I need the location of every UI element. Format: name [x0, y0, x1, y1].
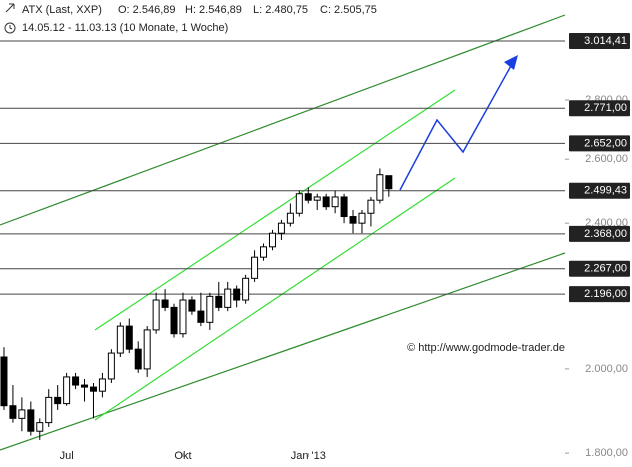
title: ATX (Last, XXP)	[22, 4, 102, 16]
candle-body	[304, 193, 312, 201]
candle-body	[45, 396, 53, 424]
level-label: 2.652,00	[584, 137, 627, 149]
arrow-icon	[5, 3, 15, 13]
trend-line	[0, 252, 566, 451]
x-tick-label: Jan '13	[291, 450, 326, 462]
level-label-box	[569, 182, 630, 199]
candle-body	[9, 405, 17, 419]
level-label-box	[569, 225, 630, 242]
header-stat: L: 2.480,75	[253, 4, 308, 16]
level-label-box	[569, 135, 630, 152]
candle-body	[63, 376, 71, 405]
candle-body	[215, 295, 223, 308]
candle-body	[54, 396, 62, 405]
header-stat: H: 2.546,89	[185, 4, 242, 16]
y-tick-label: 1.800,00	[585, 447, 628, 459]
trend-line	[0, 14, 566, 226]
candle-body	[322, 196, 330, 208]
watermark: © http://www.godmode-trader.de	[407, 342, 565, 354]
y-tick-label: 2.000,00	[585, 363, 628, 375]
x-tick-label: Jul	[60, 450, 74, 462]
level-label: 2.267,00	[584, 263, 627, 275]
level-label: 2.771,00	[584, 102, 627, 114]
level-label-box	[569, 32, 630, 49]
candle-body	[242, 277, 250, 301]
candle-body	[206, 295, 214, 323]
level-label-box	[569, 260, 630, 277]
level-label: 2.499,43	[584, 185, 627, 197]
candle-body	[143, 329, 151, 370]
candle-body	[179, 299, 187, 335]
trend-lines	[0, 14, 566, 451]
candle-body	[331, 196, 339, 208]
subtitle: 14.05.12 - 11.03.13 (10 Monate, 1 Woche)	[22, 22, 228, 34]
candle-body	[188, 299, 196, 312]
candle-body	[224, 288, 232, 308]
candle-body	[27, 409, 35, 432]
candle-body	[98, 378, 106, 392]
header-stat: O: 2.546,89	[118, 4, 176, 16]
trend-line	[94, 177, 456, 421]
header: ATX (Last, XXP) O: 2.546,89 H: 2.546,89 …	[4, 3, 377, 34]
candle-body	[161, 299, 169, 308]
candle-body	[251, 256, 259, 279]
arrow-head	[504, 55, 518, 70]
level-label: 3.014,41	[584, 35, 627, 47]
header-stat: C: 2.505,75	[320, 4, 377, 16]
level-label-box	[569, 286, 630, 303]
candle-body	[36, 422, 44, 432]
level-label-box	[569, 100, 630, 117]
candle-body	[277, 222, 285, 234]
candle-body	[18, 409, 26, 419]
candle-body	[358, 212, 366, 224]
candle-body	[116, 325, 124, 354]
candle-body	[385, 175, 393, 190]
candle-body	[152, 299, 160, 331]
candle-body	[170, 306, 178, 335]
candle-body	[286, 212, 294, 224]
trend-line	[94, 89, 456, 331]
candle-body	[367, 199, 375, 214]
candle-body	[197, 310, 205, 323]
candle-body	[260, 246, 268, 258]
candle-body	[81, 384, 89, 388]
candle-body	[107, 352, 115, 380]
candle-body	[313, 196, 321, 201]
candle-body	[134, 348, 142, 370]
candle-body	[349, 216, 357, 224]
clock-icon	[4, 22, 16, 34]
candle-body	[295, 193, 303, 214]
clock-hand	[9, 25, 13, 30]
candle-body	[233, 288, 241, 301]
candle-body	[268, 232, 276, 248]
candle-body	[0, 356, 8, 407]
level-label: 2.368,00	[584, 228, 627, 240]
candle-body	[125, 325, 133, 350]
x-tick-label: Okt	[174, 450, 191, 462]
candle-body	[340, 196, 348, 218]
candle-body	[89, 386, 97, 392]
candle-body	[376, 174, 384, 201]
level-label: 2.196,00	[584, 288, 627, 300]
y-tick-label: 2.600,00	[585, 153, 628, 165]
candle-body	[72, 376, 80, 386]
